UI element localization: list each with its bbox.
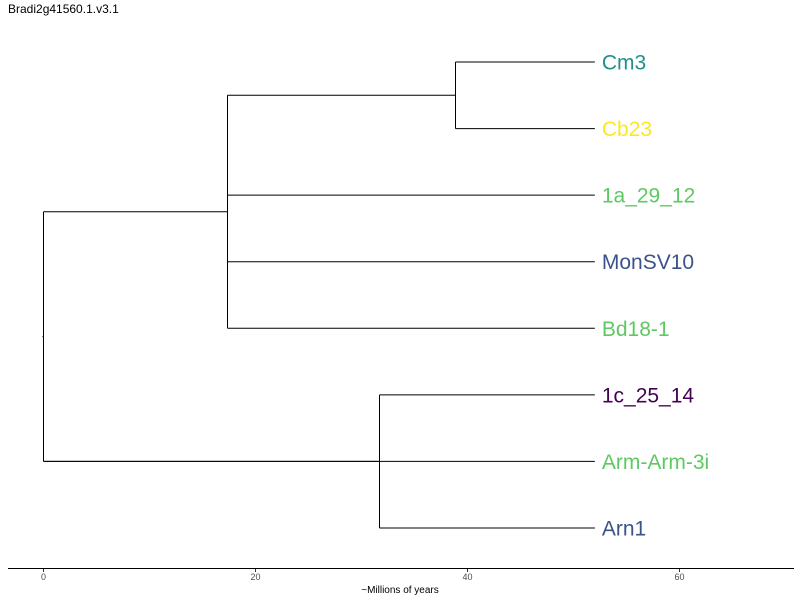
tip-label: 1a_29_12 <box>602 185 695 208</box>
tree-title: Bradi2g41560.1.v3.1 <box>8 2 119 16</box>
x-axis-title: ~Millions of years <box>361 585 439 596</box>
tip-label: MonSV10 <box>602 251 694 274</box>
tip-labels: Cm3 Cb23 1a_29_12 MonSV10 Bd18-1 1c_25_14 Arm-… <box>602 52 709 541</box>
x-tick-label: 40 <box>462 572 472 582</box>
x-axis: 0 20 40 60 ~Millions of years <box>8 568 794 596</box>
tip-label: Cb23 <box>602 118 652 141</box>
x-tick-label: 0 <box>41 572 46 582</box>
tip-label: Bd18-1 <box>602 318 670 341</box>
tip-label: Arn1 <box>602 517 646 540</box>
tip-label: Cm3 <box>602 52 646 75</box>
x-tick-label: 20 <box>250 572 260 582</box>
x-axis-ticks: 0 20 40 60 <box>41 569 685 582</box>
tree-branches <box>42 61 595 529</box>
tip-label: Arm-Arm-3i <box>602 451 709 474</box>
x-tick-label: 60 <box>674 572 684 582</box>
tip-label: 1c_25_14 <box>602 384 695 407</box>
